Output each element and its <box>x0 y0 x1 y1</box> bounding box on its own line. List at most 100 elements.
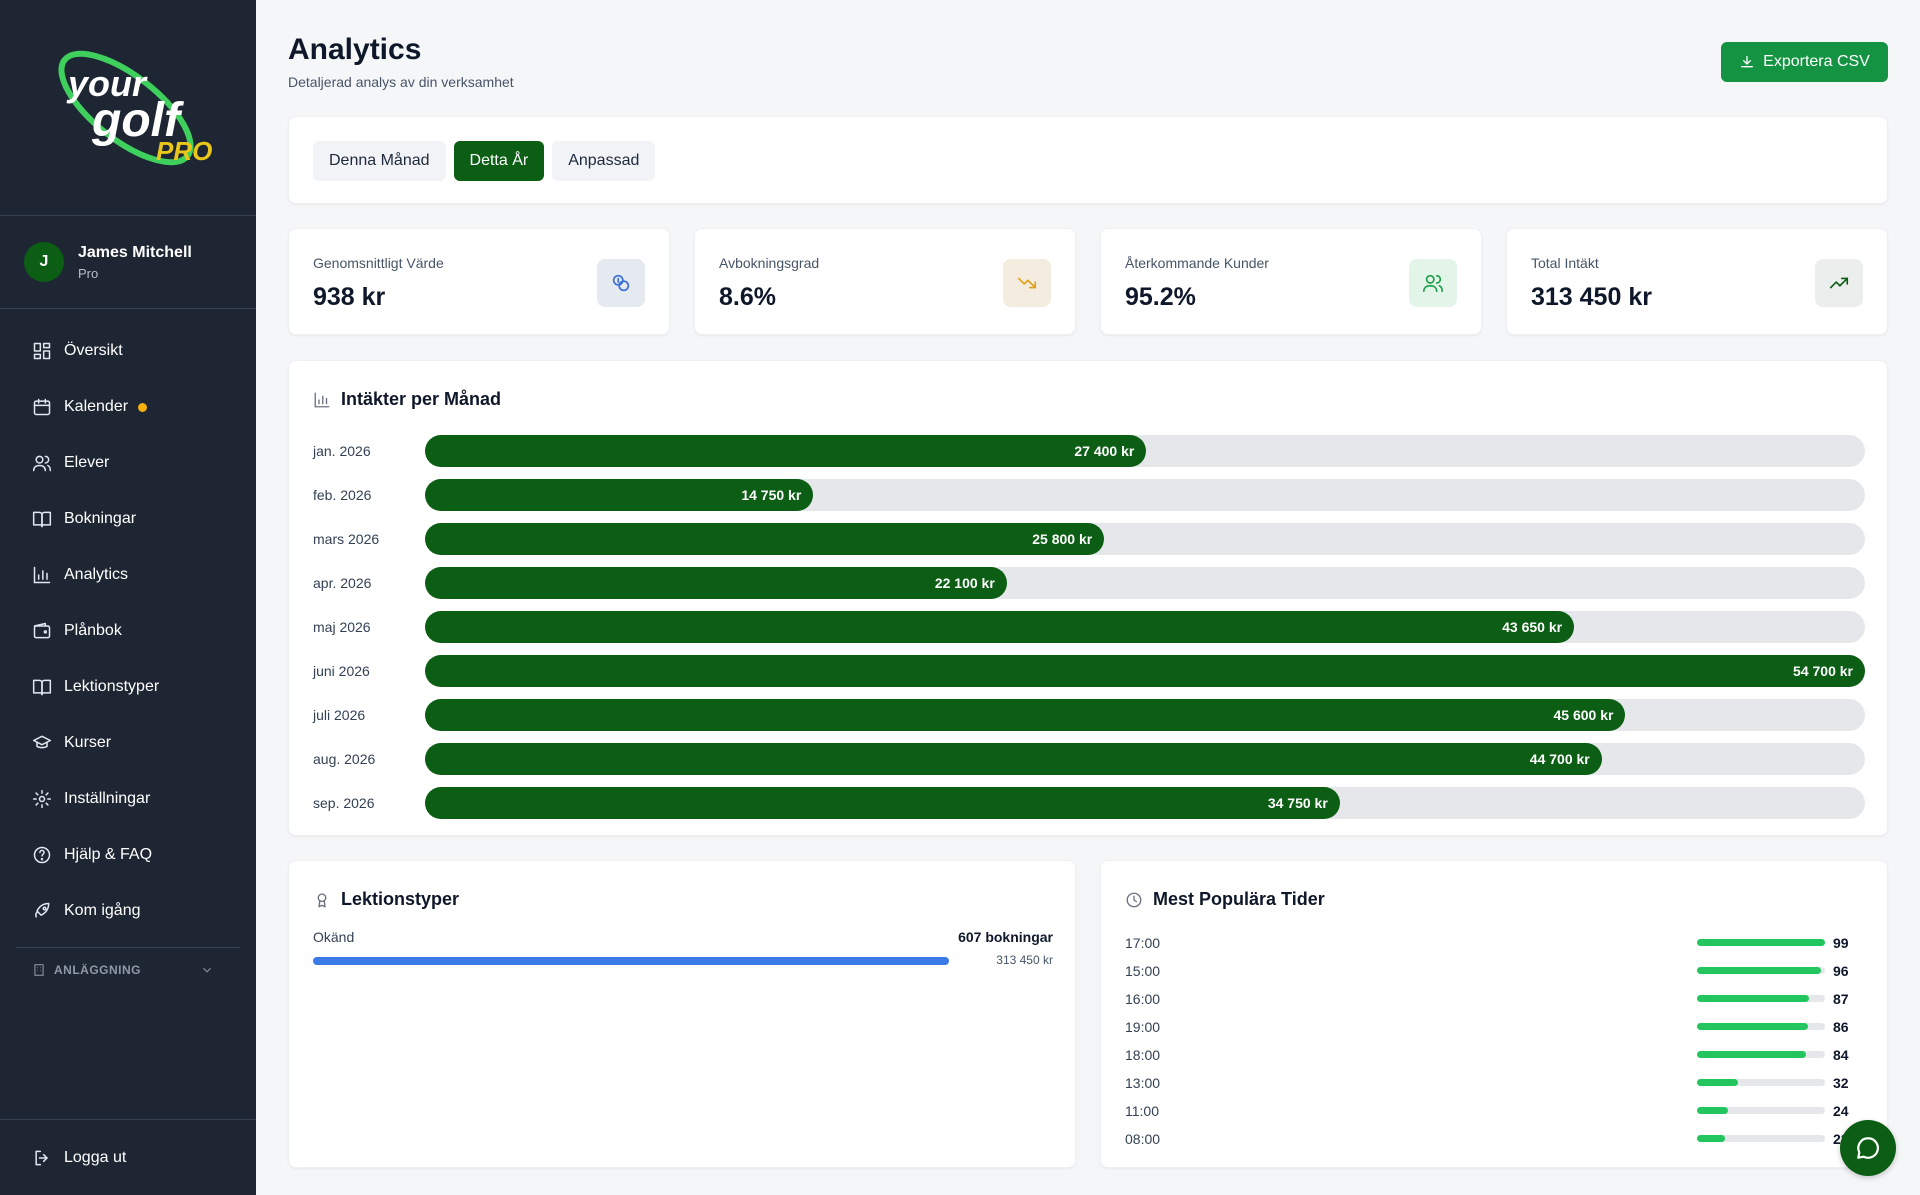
time-label: 13:00 <box>1125 1075 1161 1091</box>
award-icon <box>317 892 327 907</box>
time-count: 87 <box>1833 991 1849 1007</box>
tick-label: mars 2026 <box>313 531 380 547</box>
user-role: Pro <box>78 265 99 281</box>
time-track <box>1697 1079 1825 1086</box>
sidebar-item-planbok[interactable]: Plånbok <box>0 603 256 659</box>
time-count: 24 <box>1833 1103 1849 1119</box>
stat-label: Genomsnittligt Värde <box>313 255 444 271</box>
sidebar-item-elever[interactable]: Elever <box>0 435 256 491</box>
revenue-row: feb. 2026 14 750 kr <box>313 473 1865 517</box>
tick-label: jan. 2026 <box>313 443 371 459</box>
lesson-type-track <box>313 957 949 965</box>
time-count: 96 <box>1833 963 1849 979</box>
bar: 34 750 kr <box>425 787 1340 819</box>
chevron-down-icon <box>203 967 211 973</box>
wallet-icon <box>33 622 51 639</box>
logout-label: Logga ut <box>64 1148 127 1166</box>
logo[interactable]: your golf PRO <box>0 0 256 216</box>
sidebar-item-hjalp[interactable]: Hjälp & FAQ <box>0 827 256 883</box>
sidebar-item-label: Inställningar <box>64 790 151 807</box>
building-icon <box>34 964 44 976</box>
sidebar-item-oversikt[interactable]: Översikt <box>0 323 256 379</box>
export-csv-button[interactable]: Exportera CSV <box>1721 42 1888 82</box>
bar: 14 750 kr <box>425 479 814 511</box>
users-icon <box>32 455 52 472</box>
bar-track: 45 600 kr <box>425 699 1865 731</box>
tick-label: juli 2026 <box>313 707 366 723</box>
revenue-bars: jan. 2026 27 400 kr feb. 2026 14 750 kr mars… <box>313 429 1865 825</box>
revenue-row: apr. 2026 22 100 kr <box>313 561 1865 605</box>
sidebar-nav: Översikt Kalender Elever Bokningar Analy… <box>0 309 256 939</box>
sidebar-item-lektionstyper[interactable]: Lektionstyper <box>0 659 256 715</box>
popular-times-card: Mest Populära Tider 17:00 99 15:00 96 16:00 8… <box>1100 860 1888 1168</box>
tab-denna-manad[interactable]: Denna Månad <box>313 141 446 181</box>
time-track <box>1697 1051 1825 1058</box>
time-row: 11:00 24 <box>1125 1097 1865 1125</box>
tab-anpassad[interactable]: Anpassad <box>552 141 656 181</box>
revenue-row: aug. 2026 44 700 kr <box>313 737 1865 781</box>
user-profile[interactable]: J James Mitchell Pro <box>0 216 256 309</box>
revenue-row: jan. 2026 27 400 kr <box>313 429 1865 473</box>
bar-track: 34 750 kr <box>425 787 1865 819</box>
bar: 25 800 kr <box>425 523 1105 555</box>
help-circle-icon <box>33 846 51 864</box>
chat-button[interactable] <box>1840 1120 1896 1176</box>
stat-card-total-revenue: Total Intäkt 313 450 kr <box>1506 228 1888 335</box>
time-label: 19:00 <box>1125 1019 1161 1035</box>
time-row: 16:00 87 <box>1125 985 1865 1013</box>
time-bar <box>1697 995 1810 1002</box>
time-bar <box>1697 1051 1806 1058</box>
sidebar-item-label: Elever <box>64 454 110 471</box>
chat-bubble-icon <box>1857 1137 1879 1159</box>
data-label: 44 700 kr <box>1529 751 1590 767</box>
stat-value: 938 kr <box>313 283 386 311</box>
lesson-type-bar <box>313 957 949 965</box>
export-csv-label: Exportera CSV <box>1763 53 1870 70</box>
sidebar-item-bokningar[interactable]: Bokningar <box>0 491 256 547</box>
time-track <box>1697 967 1825 974</box>
yourgolf-logo: your golf PRO <box>58 50 212 166</box>
page-subtitle: Detaljerad analys av din verksamhet <box>288 74 514 90</box>
stat-label: Total Intäkt <box>1531 255 1599 271</box>
sidebar-item-label: Kurser <box>64 734 112 751</box>
sidebar-item-kurser[interactable]: Kurser <box>0 715 256 771</box>
lesson-types-title: Lektionstyper <box>341 889 460 909</box>
grid-icon <box>33 342 51 360</box>
logout-button[interactable]: Logga ut <box>0 1119 256 1195</box>
bar: 44 700 kr <box>425 743 1602 775</box>
notification-dot <box>138 402 148 412</box>
sidebar-item-kalender[interactable]: Kalender <box>0 379 256 435</box>
bar-track: 54 700 kr <box>425 655 1865 687</box>
facility-section-toggle[interactable]: ANLÄGGNING <box>0 948 256 992</box>
sidebar-item-label: Analytics <box>64 566 129 583</box>
bar: 45 600 kr <box>425 699 1626 731</box>
tick-label: juni 2026 <box>313 663 370 679</box>
time-label: 15:00 <box>1125 963 1161 979</box>
sidebar-item-kom-igang[interactable]: Kom igång <box>0 883 256 939</box>
tick-label: feb. 2026 <box>313 487 372 503</box>
users-icon <box>1409 259 1457 307</box>
time-row: 18:00 84 <box>1125 1041 1865 1069</box>
calendar-icon <box>33 398 51 416</box>
bar-chart-icon <box>314 392 330 407</box>
time-row: 15:00 96 <box>1125 957 1865 985</box>
sidebar-item-analytics[interactable]: Analytics <box>0 547 256 603</box>
trending-down-icon <box>1003 259 1051 307</box>
bar-track: 14 750 kr <box>425 479 1865 511</box>
stat-label: Återkommande Kunder <box>1125 255 1269 271</box>
tab-detta-ar[interactable]: Detta År <box>453 141 545 181</box>
bar-track: 43 650 kr <box>425 611 1865 643</box>
card-title: Intäkter per Månad <box>313 389 501 410</box>
rocket-icon <box>35 902 50 918</box>
stat-card-cancellation-rate: Avbokningsgrad 8.6% <box>694 228 1076 335</box>
period-filter-card: Denna Månad Detta År Anpassad <box>288 116 1888 204</box>
period-tabs: Denna Månad Detta År Anpassad <box>313 141 663 181</box>
card-title: Mest Populära Tider <box>1125 889 1325 910</box>
sidebar-item-installningar[interactable]: Inställningar <box>0 771 256 827</box>
stat-value: 95.2% <box>1125 283 1196 311</box>
popular-times-list: 17:00 99 15:00 96 16:00 87 19:00 86 18:00 84 13:00… <box>1125 929 1865 1153</box>
time-label: 18:00 <box>1125 1047 1161 1063</box>
tick-label: aug. 2026 <box>313 751 376 767</box>
logout-icon <box>35 1150 48 1165</box>
gear-icon <box>32 789 52 809</box>
